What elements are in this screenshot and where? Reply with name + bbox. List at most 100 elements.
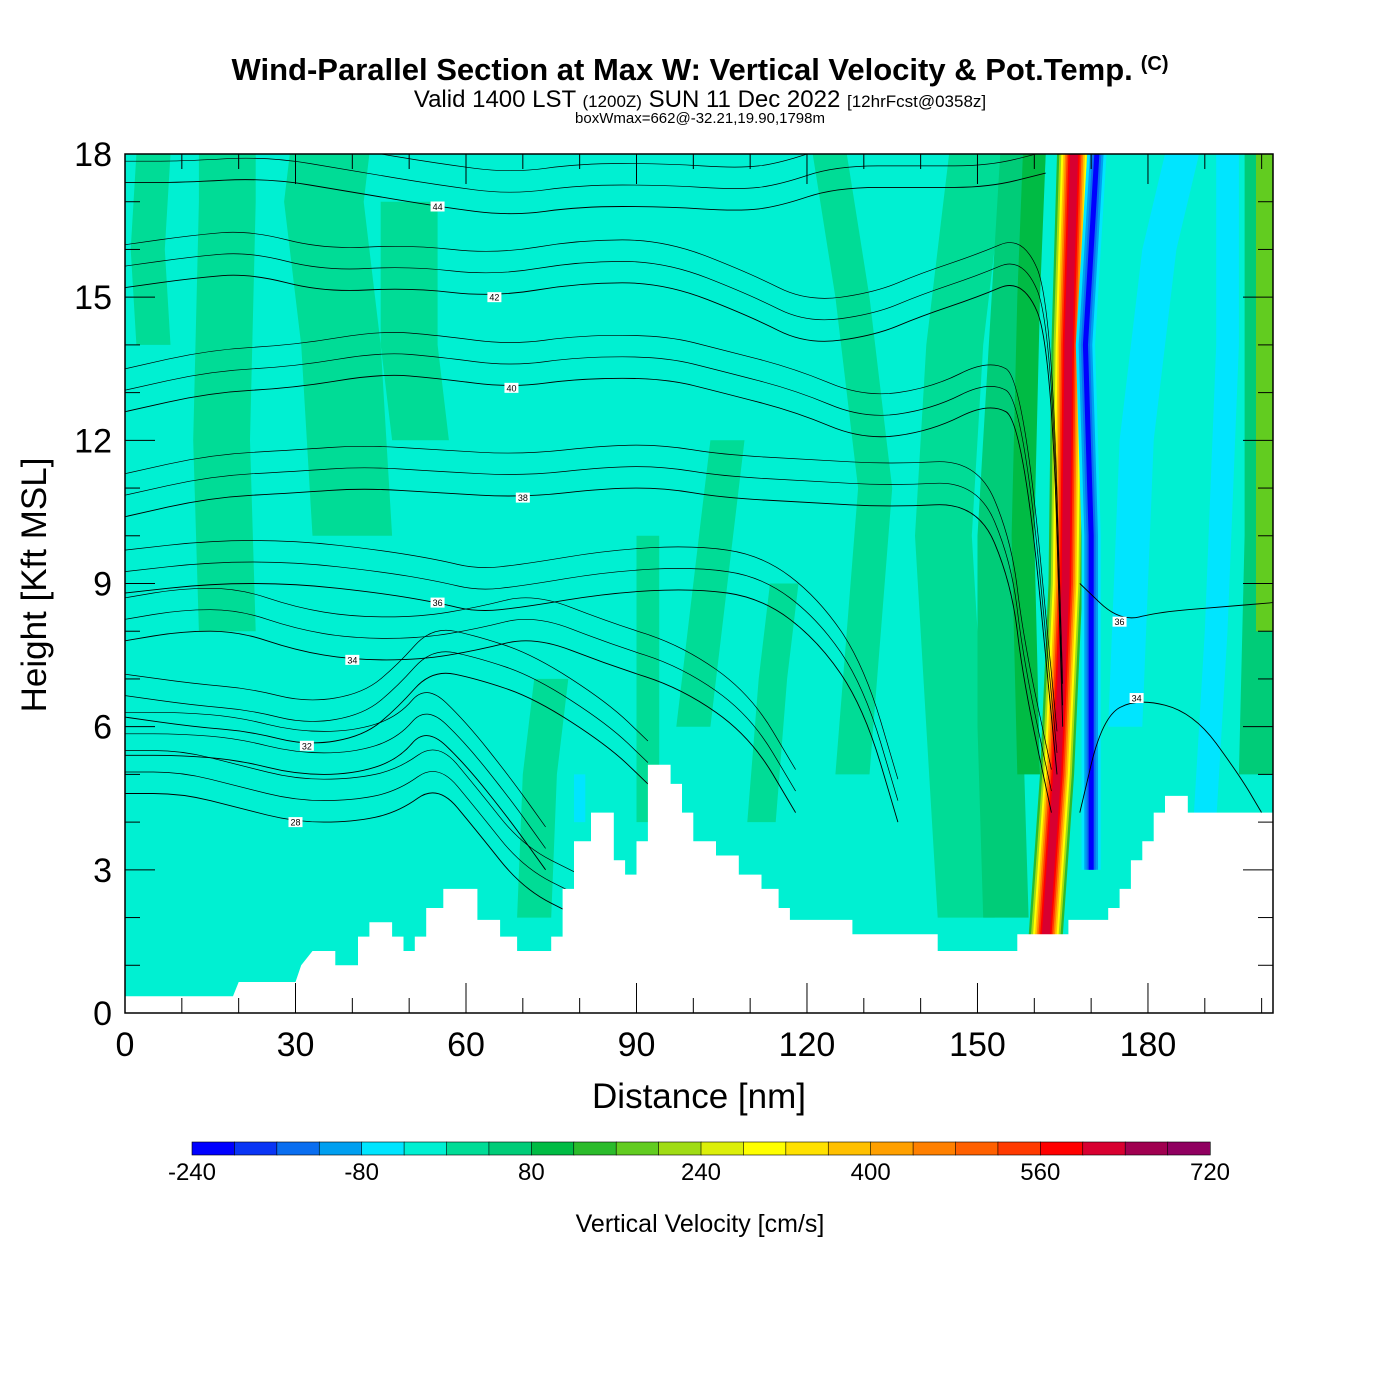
theta-contour <box>1079 583 1273 619</box>
theta-contour <box>125 749 580 875</box>
theta-contour <box>125 487 1052 813</box>
velocity-patch <box>574 774 586 823</box>
theta-contour <box>125 444 1052 770</box>
y-tick-labels: 0 3 6 9 12 15 18 <box>74 136 112 1033</box>
svg-text:44: 44 <box>433 202 443 212</box>
theta-contour-label: 42 <box>487 292 502 303</box>
theta-contour <box>125 735 546 871</box>
theta-contour-label: 38 <box>515 492 530 503</box>
theta-contour <box>125 172 1046 215</box>
colorbar-label: 400 <box>851 1159 891 1186</box>
colorbar-swatch <box>361 1141 405 1156</box>
updraft-core <box>1041 154 1079 937</box>
axis-ticks <box>124 153 1273 1014</box>
y-axis-title: Height [Kft MSL] <box>15 458 54 713</box>
svg-text:36: 36 <box>1115 617 1125 627</box>
colorbar-swatch <box>870 1141 914 1156</box>
x-tick-label: 0 <box>116 1026 135 1064</box>
colorbar <box>191 1141 1211 1156</box>
colorbar-swatch <box>955 1141 999 1156</box>
velocity-patch <box>636 535 660 823</box>
svg-text:32: 32 <box>302 741 312 751</box>
svg-text:34: 34 <box>1132 694 1142 704</box>
theta-contour <box>125 466 1052 792</box>
theta-contour <box>125 332 1058 732</box>
colorbar-swatch <box>403 1141 448 1156</box>
copyright-mark: (C) <box>1140 53 1169 75</box>
chart-title: Wind-Parallel Section at Max W: Vertical… <box>0 52 1400 88</box>
velocity-patch <box>380 201 449 441</box>
theta-contour <box>125 672 649 785</box>
valid-lst: Valid 1400 LST <box>413 86 576 113</box>
theta-contour <box>125 587 796 770</box>
terrain <box>125 764 1273 1013</box>
velocity-field <box>130 154 1273 937</box>
velocity-patch <box>1108 154 1200 727</box>
colorbar-swatch <box>1082 1141 1126 1156</box>
theta-contour <box>125 253 1064 706</box>
svg-text:42: 42 <box>489 293 499 303</box>
colorbar-labels: -240 -80 80 240 400 560 720 <box>168 1159 1230 1186</box>
theta-contour-label: 44 <box>430 201 445 212</box>
theta-contour <box>125 692 546 828</box>
y-tick-label: 12 <box>74 422 112 460</box>
plot-area: 28 32 34 36 38 40 42 44 36 34 <box>125 154 1273 1013</box>
colorbar-swatch <box>1167 1141 1211 1156</box>
theta-contour <box>125 713 546 849</box>
y-tick-label: 9 <box>93 566 112 604</box>
y-tick-label: 0 <box>93 995 112 1033</box>
y-tick-label: 3 <box>93 852 112 890</box>
forecast-info: [12hrFcst@0358z] <box>846 92 987 111</box>
theta-contour <box>125 353 1058 753</box>
valid-date: SUN 11 Dec 2022 <box>648 86 841 113</box>
theta-contour-label: 36 <box>430 597 445 608</box>
colorbar-swatch <box>191 1141 236 1156</box>
colorbar-swatch <box>488 1141 532 1156</box>
velocity-patch <box>1011 154 1046 775</box>
colorbar-label: -80 <box>344 1159 379 1186</box>
colorbar-swatch <box>1040 1141 1084 1156</box>
colorbar-label: 720 <box>1190 1159 1230 1186</box>
colorbar-swatch <box>276 1141 320 1156</box>
colorbar-swatch <box>658 1141 702 1156</box>
y-tick-label: 18 <box>74 136 112 174</box>
x-tick-labels: 0 30 60 90 120 150 180 <box>116 1026 1177 1064</box>
colorbar-label: 80 <box>518 1159 545 1186</box>
colorbar-label: 560 <box>1020 1159 1060 1186</box>
colorbar-swatch <box>531 1141 575 1156</box>
colorbar-swatch <box>743 1141 787 1156</box>
x-axis-title: Distance [nm] <box>592 1077 806 1116</box>
theta-contour <box>125 609 796 792</box>
theta-contour <box>378 154 809 172</box>
colorbar-label: -240 <box>168 1159 216 1186</box>
velocity-patch <box>812 154 893 775</box>
theta-contour <box>125 629 649 742</box>
svg-text:40: 40 <box>506 383 516 393</box>
velocity-patch <box>284 154 393 536</box>
svg-text:34: 34 <box>347 655 357 665</box>
theta-contour-label: 28 <box>288 817 303 828</box>
theta-contour <box>125 274 1064 727</box>
valid-utc: (1200Z) <box>582 92 642 111</box>
downdraft-core <box>1082 154 1100 870</box>
theta-contour <box>125 561 899 801</box>
colorbar-swatch <box>785 1141 829 1156</box>
x-tick-label: 150 <box>949 1026 1006 1064</box>
colorbar-swatch <box>700 1141 745 1156</box>
x-tick-label: 90 <box>618 1026 656 1064</box>
theta-contour <box>125 583 899 823</box>
velocity-patch <box>747 583 799 823</box>
colorbar-swatch <box>234 1141 278 1156</box>
theta-contour <box>125 231 1064 684</box>
theta-contour <box>125 374 1058 775</box>
colorbar-swatch <box>912 1141 957 1156</box>
theta-contour-label: 32 <box>299 740 314 751</box>
theta-contour-label: 34 <box>345 654 360 665</box>
svg-text:28: 28 <box>290 818 300 828</box>
theta-contour-label: 36 <box>1112 616 1127 627</box>
theta-contour <box>125 651 649 763</box>
chart-title-text: Wind-Parallel Section at Max W: Vertical… <box>231 52 1133 87</box>
colorbar-swatch <box>573 1141 617 1156</box>
box-wmax-line: boxWmax=662@-32.21,19.90,1798m <box>575 110 825 127</box>
